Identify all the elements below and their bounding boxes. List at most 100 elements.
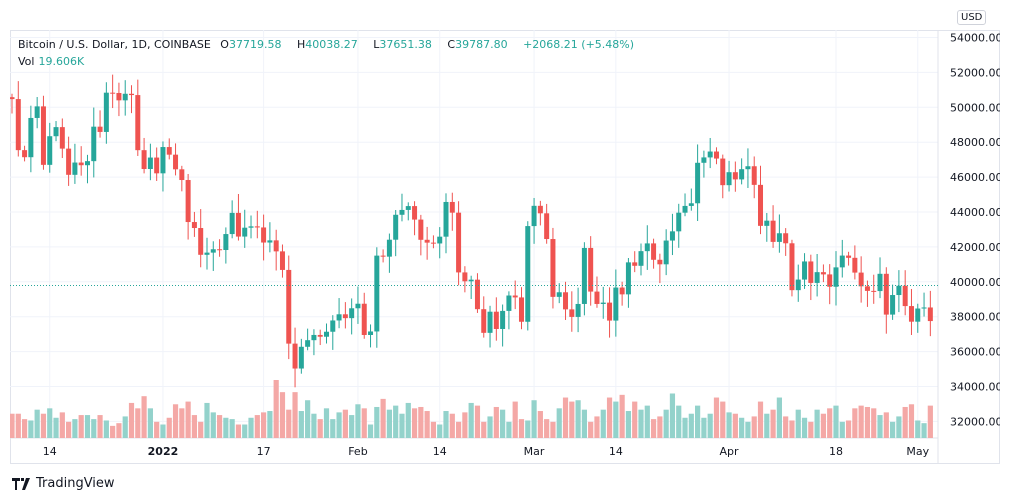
- candle-body: [430, 242, 436, 244]
- volume-bar: [330, 419, 336, 438]
- volume-bar: [638, 409, 644, 438]
- candle-body: [827, 274, 833, 287]
- candle-body: [28, 117, 34, 158]
- candle-body: [676, 212, 682, 232]
- candle-body: [651, 243, 657, 260]
- volume-bar: [487, 416, 493, 438]
- volume-bar: [695, 405, 701, 438]
- price-chart[interactable]: 54000.00 52000.00 50000.00 48000.00 46000.00…: [10, 30, 1000, 464]
- volume-bar: [103, 420, 109, 438]
- candle-body: [613, 287, 619, 321]
- candle-body: [619, 287, 625, 295]
- candle-body: [550, 239, 556, 297]
- volume-bar: [154, 421, 160, 438]
- candle-body: [820, 272, 826, 275]
- volume-bar: [757, 401, 764, 438]
- volume-bar: [160, 424, 166, 438]
- volume-bar: [770, 409, 776, 438]
- volume-bar: [531, 400, 537, 438]
- volume-bar: [864, 406, 871, 438]
- candle-body: [638, 251, 644, 266]
- volume-bar: [751, 416, 757, 438]
- candle-body: [361, 303, 367, 335]
- candle-body: [462, 272, 468, 282]
- candle-body: [544, 213, 550, 240]
- candle-body: [739, 169, 745, 180]
- volume-bar: [47, 408, 53, 438]
- volume-bar: [229, 419, 235, 438]
- candle-body: [883, 273, 889, 315]
- volume-bar: [481, 421, 487, 438]
- volume-bar: [374, 406, 380, 438]
- volume-bar: [386, 409, 392, 438]
- volume-bar: [915, 420, 921, 438]
- candle-body: [418, 219, 424, 240]
- price-tick-label: 38000.00: [950, 311, 1000, 324]
- candle-body: [324, 331, 329, 337]
- volume-bar: [116, 423, 122, 438]
- currency-badge[interactable]: USD: [957, 10, 987, 25]
- candle-body: [147, 157, 153, 170]
- volume-bar: [518, 419, 525, 438]
- candle-body: [154, 157, 160, 174]
- volume-bar: [877, 415, 883, 438]
- price-tick-label: 46000.00: [950, 171, 1000, 184]
- volume-bar: [135, 408, 141, 438]
- volume-bar: [128, 402, 135, 438]
- candle-body: [185, 180, 191, 223]
- volume-bar: [21, 419, 28, 438]
- price-tick-label: 44000.00: [950, 206, 1000, 219]
- volume-bar: [78, 415, 84, 438]
- candle-body: [279, 251, 285, 270]
- volume-bar: [34, 409, 40, 438]
- volume-bar: [317, 419, 323, 438]
- volume-bar: [355, 404, 361, 438]
- volume-bar: [493, 406, 499, 438]
- volume-legend: Vol 19.606K: [18, 55, 84, 68]
- volume-bar: [720, 401, 726, 438]
- symbol-title: Bitcoin / U.S. Dollar, 1D, COINBASE: [18, 38, 211, 51]
- volume-bar: [500, 409, 506, 438]
- candle-body: [59, 127, 65, 149]
- candle-body: [474, 279, 480, 310]
- candle-body: [223, 234, 229, 251]
- candle-body: [349, 308, 355, 319]
- volume-bar: [405, 402, 411, 438]
- volume-bar: [223, 417, 229, 438]
- tradingview-label: TradingView: [36, 476, 115, 491]
- candle-body: [273, 240, 279, 252]
- candle-body: [34, 106, 40, 118]
- volume-bar: [902, 406, 908, 438]
- close-value: 39787.80: [455, 38, 508, 51]
- candle-body: [110, 92, 116, 94]
- volume-bar: [437, 424, 443, 438]
- candle-body: [726, 172, 732, 186]
- candle-body: [682, 205, 688, 213]
- ohlc-legend: Bitcoin / U.S. Dollar, 1D, COINBASE O377…: [18, 38, 640, 51]
- candle-body: [877, 273, 883, 292]
- volume-bar: [172, 404, 179, 438]
- volume-bar: [896, 416, 902, 438]
- candle-body: [569, 309, 575, 317]
- volume-bar: [462, 412, 468, 438]
- candle-body: [581, 247, 587, 304]
- volume-bar: [141, 396, 147, 438]
- tradingview-logo[interactable]: TradingView: [12, 476, 115, 491]
- candle-body: [424, 239, 430, 243]
- volume-bar: [110, 425, 116, 438]
- volume-bar: [72, 419, 78, 438]
- candle-body: [449, 201, 455, 213]
- volume-bar: [814, 409, 820, 438]
- candle-body: [40, 106, 46, 165]
- volume-label: Vol: [18, 55, 35, 68]
- volume-bar: [10, 413, 15, 438]
- volume-bar: [619, 394, 625, 438]
- time-tick-label: 2022: [148, 445, 179, 458]
- candle-body: [846, 255, 852, 258]
- volume-bar: [663, 409, 669, 438]
- candle-body: [745, 166, 751, 170]
- candle-body: [298, 346, 304, 369]
- candle-body: [242, 227, 248, 237]
- volume-bar: [713, 397, 720, 438]
- volume-bar: [801, 417, 808, 438]
